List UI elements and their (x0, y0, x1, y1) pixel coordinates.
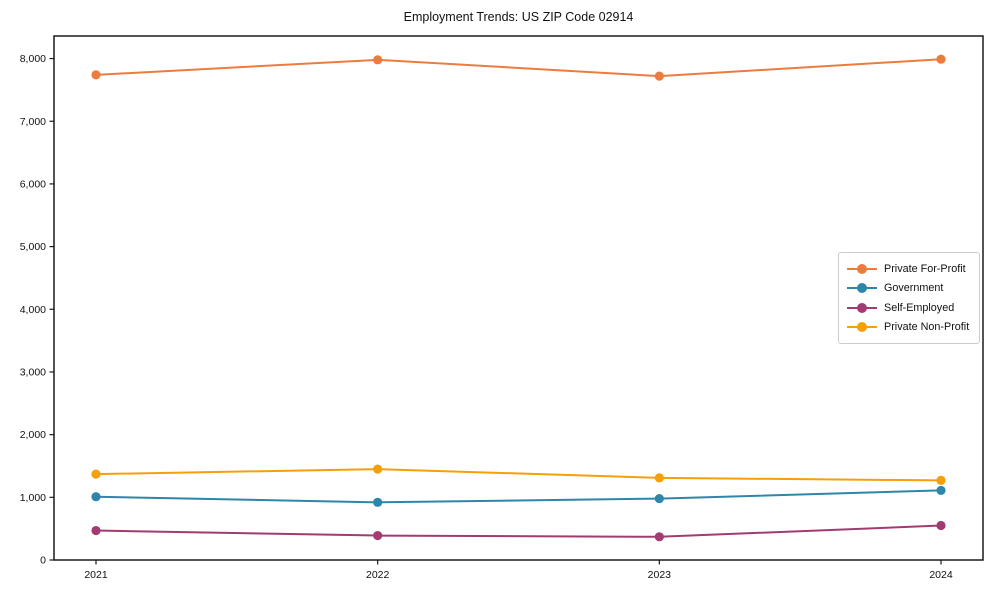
legend-label: Private Non-Profit (884, 321, 970, 334)
legend-item-private-non-profit: Private Non-Profit (847, 318, 969, 338)
y-tick-label: 7,000 (20, 116, 46, 128)
x-tick-label: 2024 (929, 569, 953, 581)
legend-item-self-employed: Self-Employed (847, 298, 969, 318)
data-point-self-employed (91, 525, 101, 536)
legend-label: Government (884, 282, 944, 295)
data-point-private-non-profit (654, 473, 664, 483)
data-point-government (936, 485, 946, 496)
series-line-private-non-profit (95, 468, 942, 482)
legend-marker-icon (847, 302, 877, 313)
series-line-government (95, 489, 942, 504)
data-point-private-for-profit (936, 54, 946, 64)
legend-marker-icon (847, 263, 877, 274)
data-point-private-non-profit (91, 469, 101, 479)
x-tick-label: 2022 (366, 569, 390, 581)
legend-marker-icon (847, 322, 877, 333)
legend-item-government: Government (847, 279, 969, 299)
plot-border (53, 35, 984, 561)
y-tick-label: 3,000 (20, 367, 46, 379)
data-point-private-non-profit (936, 475, 946, 485)
data-point-private-for-profit (373, 55, 383, 65)
series-line-private-for-profit (95, 58, 942, 78)
legend-item-private-for-profit: Private For-Profit (847, 259, 969, 279)
legend-label: Self-Employed (884, 301, 955, 314)
data-point-government (91, 492, 101, 502)
y-tick-label: 0 (40, 555, 46, 567)
y-tick-label: 5,000 (20, 241, 46, 253)
y-tick-label: 6,000 (20, 179, 46, 191)
legend-label: Private For-Profit (884, 262, 966, 275)
chart-legend: Private For-Profit Government Self-Employe… (838, 252, 981, 344)
data-point-government (373, 497, 383, 507)
y-tick-label: 8,000 (20, 53, 46, 65)
data-point-government (654, 493, 664, 504)
data-point-private-non-profit (373, 464, 383, 474)
data-point-private-for-profit (654, 71, 664, 81)
y-tick-label: 4,000 (20, 304, 46, 316)
x-tick-label: 2021 (84, 569, 108, 581)
legend-marker-icon (847, 283, 877, 294)
y-tick-label: 1,000 (20, 492, 46, 504)
chart-title: Employment Trends: US ZIP Code 02914 (403, 10, 634, 24)
data-point-self-employed (373, 530, 383, 541)
data-point-self-employed (936, 520, 946, 531)
x-tick-label: 2023 (648, 569, 672, 581)
data-point-self-employed (654, 532, 664, 542)
series-line-self-employed (95, 524, 942, 538)
data-point-private-for-profit (91, 70, 101, 80)
y-tick-label: 2,000 (20, 429, 46, 441)
